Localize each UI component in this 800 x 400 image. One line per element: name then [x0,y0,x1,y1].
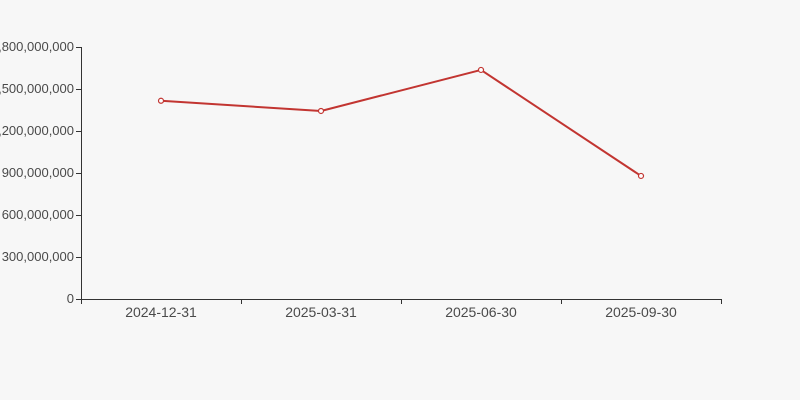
x-tick-label: 2025-09-30 [605,304,677,320]
y-tick-label: 1,500,000,000 [0,81,74,96]
x-axis-ticks [81,299,722,304]
y-tick-label: 900,000,000 [2,165,74,180]
x-tick-label: 2025-03-31 [285,304,357,320]
series-layer [157,66,645,180]
data-point-marker[interactable] [157,97,165,104]
x-tick-label: 2025-06-30 [445,304,517,320]
data-point-marker[interactable] [477,66,485,74]
data-point-marker[interactable] [637,172,645,180]
y-tick-label: 0 [67,291,74,306]
y-axis-ticks [76,47,81,300]
x-axis: 2024-12-31 2025-03-31 2025-06-30 2025-09… [81,299,722,320]
y-tick-label: 300,000,000 [2,249,74,264]
y-tick-label: 1,200,000,000 [0,123,74,138]
y-tick-label: 600,000,000 [2,207,74,222]
y-axis: 0 300,000,000 600,000,000 900,000,000 1,… [0,39,82,306]
x-tick-label: 2024-12-31 [125,304,197,320]
y-tick-label: 1,800,000,000 [0,39,74,54]
series-line [160,68,642,177]
data-point-marker[interactable] [317,107,325,115]
